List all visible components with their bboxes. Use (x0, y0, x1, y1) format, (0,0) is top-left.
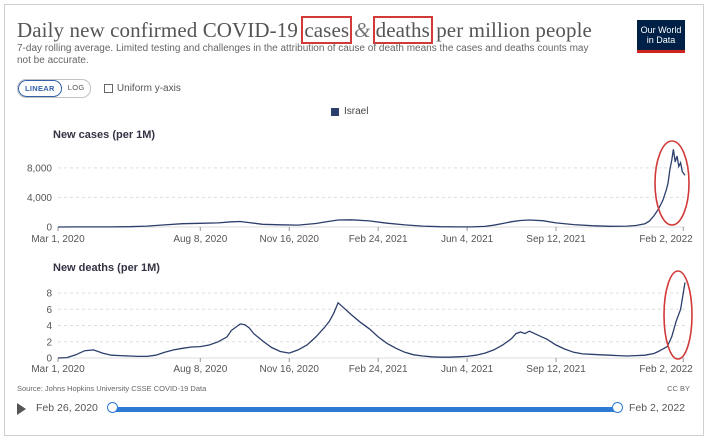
panel-title: New deaths (per 1M) (53, 262, 160, 274)
uniform-y-axis-label: Uniform y-axis (116, 83, 181, 94)
series-line-israel (57, 149, 686, 228)
uniform-y-axis-checkbox[interactable]: Uniform y-axis (103, 83, 181, 94)
y-tick-label: 4 (46, 321, 52, 332)
timeline-end-label: Feb 2, 2022 (629, 402, 686, 414)
x-tick-label: Feb 24, 2021 (349, 364, 408, 375)
y-tick-label: 0 (46, 354, 52, 365)
y-tick-label: 4,000 (27, 193, 52, 204)
highlight-circle (663, 270, 693, 360)
timeline-end-handle[interactable] (612, 402, 623, 413)
title-ampersand: & (354, 18, 371, 42)
x-tick-label: Nov 16, 2020 (259, 234, 319, 245)
x-tick-label: Sep 12, 2021 (526, 364, 586, 375)
x-tick-label: Feb 2, 2022 (639, 234, 693, 245)
source-note[interactable]: Source: Johns Hopkins University CSSE CO… (17, 384, 207, 393)
panel-title: New cases (per 1M) (53, 129, 155, 141)
timeline-track[interactable] (112, 407, 617, 412)
logo-line2: in Data (646, 35, 676, 45)
y-tick-label: 0 (46, 223, 52, 234)
x-tick-label: Sep 12, 2021 (526, 234, 586, 245)
y-tick-label: 8,000 (27, 163, 52, 174)
owid-logo[interactable]: Our World in Data (637, 20, 685, 53)
title-deaths-highlight: deaths (372, 16, 433, 44)
y-tick-label: 6 (46, 305, 52, 316)
x-tick-label: Jun 4, 2021 (441, 364, 494, 375)
title-cases-highlight: cases (301, 16, 353, 44)
timeline-start-handle[interactable] (107, 402, 118, 413)
scale-controls: LINEAR LOG Uniform y-axis (17, 79, 181, 98)
y-tick-label: 8 (46, 289, 52, 300)
x-tick-label: Mar 1, 2020 (31, 234, 85, 245)
title-text-end: per million people (436, 18, 592, 42)
series-line-israel (57, 282, 686, 359)
highlight-circle (654, 140, 690, 226)
x-tick-label: Feb 24, 2021 (349, 234, 408, 245)
scale-toggle: LINEAR LOG (17, 79, 92, 98)
x-tick-label: Feb 2, 2022 (639, 364, 693, 375)
chart-title: Daily new confirmed COVID-19 cases & death… (17, 16, 592, 44)
legend-swatch (331, 107, 339, 116)
checkbox-icon[interactable] (103, 84, 113, 93)
chart-panel-0: New cases (per 1M) 0 4,000 8,000 Mar 1, 2020… (27, 129, 693, 245)
x-tick-label: Jun 4, 2021 (441, 234, 494, 245)
log-button[interactable]: LOG (67, 83, 85, 92)
logo-line1: Our World (640, 25, 682, 35)
timeline: Feb 26, 2020 Feb 2, 2022 (17, 400, 687, 418)
y-tick-label: 2 (46, 337, 52, 348)
x-tick-label: Aug 8, 2020 (173, 364, 227, 375)
chart-panel-1: New deaths (per 1M) 0 2 4 6 8 Mar 1, 2020 Aug 8… (31, 262, 693, 375)
legend[interactable]: Israel (331, 106, 368, 117)
license-label[interactable]: CC BY (667, 384, 690, 393)
play-icon[interactable] (17, 403, 26, 415)
chart-subtitle: 7-day rolling average. Limited testing a… (17, 43, 589, 66)
legend-label: Israel (344, 106, 369, 117)
x-tick-label: Aug 8, 2020 (173, 234, 227, 245)
x-tick-label: Mar 1, 2020 (31, 364, 85, 375)
x-tick-label: Nov 16, 2020 (259, 364, 319, 375)
title-text: Daily new confirmed COVID-19 (17, 18, 298, 42)
linear-button[interactable]: LINEAR (18, 80, 62, 97)
timeline-start-label: Feb 26, 2020 (36, 402, 98, 414)
